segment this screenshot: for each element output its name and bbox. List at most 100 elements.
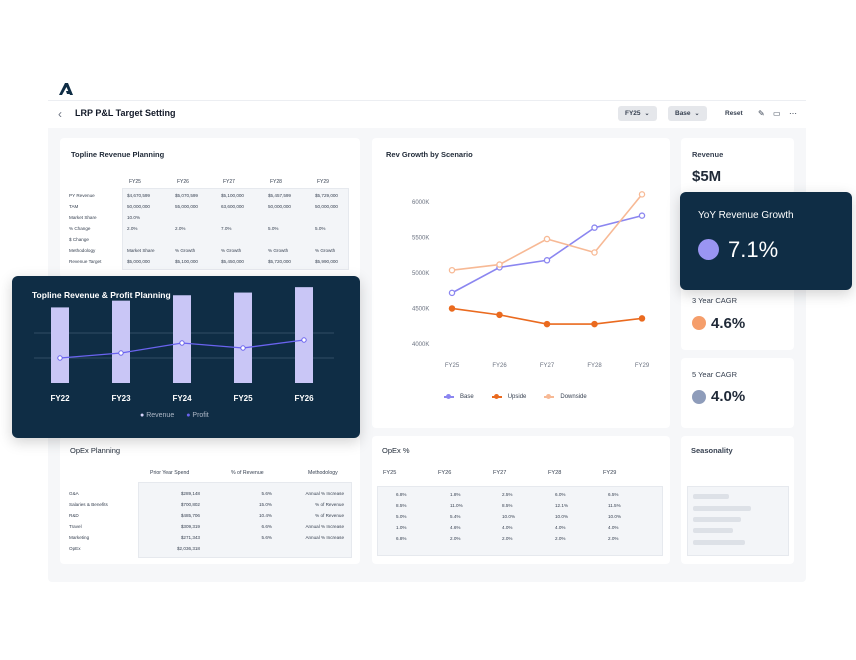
seasonality-card: Seasonality xyxy=(681,436,794,564)
revenue-kpi-card: Revenue $5M xyxy=(681,138,794,194)
topline-cell: $5,450,000 xyxy=(221,259,244,264)
topline-cell: $5,457,599 xyxy=(268,193,291,198)
comment-icon[interactable]: ▭ xyxy=(773,109,781,118)
opex-pct-cell: 10.0% xyxy=(502,514,516,519)
opex-pct-cell: 8.5% xyxy=(396,503,407,508)
legend-downside: Downside xyxy=(544,394,587,400)
year-selector[interactable]: FY25 ⌄ xyxy=(618,106,657,121)
opex-pct-cell: 5.6% xyxy=(261,491,272,496)
skeleton-line xyxy=(693,528,733,533)
app-canvas: ‹ LRP P&L Target Setting FY25 ⌄ Base ⌄ Res… xyxy=(48,102,806,582)
topline-cell: 5.0% xyxy=(268,226,279,231)
opex-pct-cell: 12.1% xyxy=(555,503,569,508)
opex-spend-cell: $485,706 xyxy=(180,513,200,518)
opex-row-label: G&A xyxy=(69,491,79,496)
opex-column-header: Prior Year Spend xyxy=(150,470,190,476)
more-icon[interactable]: ⋯ xyxy=(789,109,797,118)
topline-cell: 2.0% xyxy=(127,226,138,231)
data-point xyxy=(638,315,646,322)
profit-planning-card: Topline Revenue & Profit Planning FY22 FY… xyxy=(12,276,360,438)
topline-cell: 10.0% xyxy=(127,215,141,220)
opex-pct-cell: 6.5% xyxy=(608,492,619,497)
opex-pct-cell: 2.5% xyxy=(502,492,513,497)
opex-row-label: Salaries & Benefits xyxy=(69,502,108,507)
topline-row-label: % Change xyxy=(69,226,91,231)
opex-pct-cell: 4.0% xyxy=(555,525,566,530)
topline-cell: % Growth xyxy=(221,248,242,253)
opex-row-label: Marketing xyxy=(69,535,90,540)
topline-cell: 2.0% xyxy=(175,226,186,231)
opex-spend-cell: $309,319 xyxy=(180,524,200,529)
opex-method-cell: % of Revenue xyxy=(315,513,344,518)
x-tick-label: FY27 xyxy=(540,363,555,369)
opex-method-cell: Annual % Increase xyxy=(305,491,344,496)
data-point xyxy=(448,289,456,297)
data-point xyxy=(448,266,456,274)
data-point xyxy=(496,311,503,319)
skeleton-line xyxy=(693,517,741,522)
opex-pct-cell: 6.8% xyxy=(396,492,407,497)
legend-base: Base xyxy=(444,394,474,400)
yoy-growth-card: YoY Revenue Growth 7.1% xyxy=(680,192,852,290)
category-label: FY25 xyxy=(233,394,253,403)
topline-cell: $5,720,000 xyxy=(268,259,291,264)
data-point xyxy=(543,257,551,264)
opex-card: OpEx Planning Prior Year Spend % of Reven… xyxy=(60,436,360,564)
opex-row-label: OpEx xyxy=(69,546,81,551)
topline-row-label: Methodology xyxy=(69,248,96,253)
opex-pct-cell: 1.0% xyxy=(396,525,407,530)
opex-pct-title: OpEx % xyxy=(382,446,410,455)
topline-cell: $5,729,000 xyxy=(315,193,338,198)
revenue-bar xyxy=(112,300,130,383)
x-tick-label: FY28 xyxy=(587,363,602,369)
topline-cell: $5,000,000 xyxy=(127,259,150,264)
page-header: ‹ LRP P&L Target Setting FY25 ⌄ Base ⌄ Res… xyxy=(48,102,806,128)
opex-pct-cell: 5.4% xyxy=(450,514,461,519)
opex-pct-year-header: FY25 xyxy=(383,470,397,476)
legend-profit-dot: ● xyxy=(186,412,191,419)
opex-pct-cell: 15.0% xyxy=(258,502,272,507)
profit-point xyxy=(179,340,185,346)
edit-icon[interactable]: ✎ xyxy=(758,109,765,118)
opex-spend-cell: $2,036,318 xyxy=(177,546,200,551)
chevron-down-icon: ⌄ xyxy=(644,111,650,117)
opex-pct-shade xyxy=(377,486,663,556)
topline-cell: $5,990,000 xyxy=(315,259,338,264)
opex-pct-cell: 8.5% xyxy=(502,503,513,508)
legend-base-label: Base xyxy=(460,394,474,400)
cagr5-dot xyxy=(692,390,706,404)
opex-table-shade xyxy=(138,482,352,558)
topline-cell: $5,100,000 xyxy=(221,193,244,198)
reset-button[interactable]: Reset xyxy=(725,110,743,117)
data-point xyxy=(638,212,646,219)
legend-revenue: ● Revenue xyxy=(140,412,174,419)
topline-cell: 50,000,000 xyxy=(127,204,150,209)
opex-column-header: Methodology xyxy=(308,470,338,476)
app-logo xyxy=(59,83,73,95)
legend-downside-swatch xyxy=(544,394,555,399)
opex-pct-cell: 11.0% xyxy=(450,503,463,508)
profit-point xyxy=(118,350,124,356)
x-tick-label: FY25 xyxy=(445,363,460,369)
profit-planning-title: Topline Revenue & Profit Planning xyxy=(32,290,171,300)
y-tick-label: 5000K xyxy=(412,271,429,277)
cagr5-card: 5 Year CAGR 4.0% xyxy=(681,358,794,428)
topline-cell: % Growth xyxy=(315,248,336,253)
topline-cell: 55,000,000 xyxy=(175,204,198,209)
rev-growth-card: Rev Growth by Scenario 4000K 4500K 5000K 55… xyxy=(372,138,670,428)
data-point xyxy=(638,191,646,198)
opex-pct-cell: 6.6% xyxy=(261,524,272,529)
topline-table-shade xyxy=(122,188,349,270)
cagr3-card: 3 Year CAGR 4.6% xyxy=(681,282,794,350)
back-chevron-icon[interactable]: ‹ xyxy=(58,107,62,121)
opex-pct-year-header: FY26 xyxy=(438,470,452,476)
topline-row-label: Market Share xyxy=(69,215,97,220)
topline-year-header: FY29 xyxy=(317,179,329,185)
revenue-label: Revenue xyxy=(692,150,724,159)
topline-cell: 63,600,000 xyxy=(221,204,244,209)
legend-upside-swatch xyxy=(491,394,502,399)
scenario-selector[interactable]: Base ⌄ xyxy=(668,106,707,121)
yoy-label: YoY Revenue Growth xyxy=(698,210,794,221)
opex-row-label: Travel xyxy=(69,524,82,529)
yoy-dot xyxy=(698,239,719,260)
